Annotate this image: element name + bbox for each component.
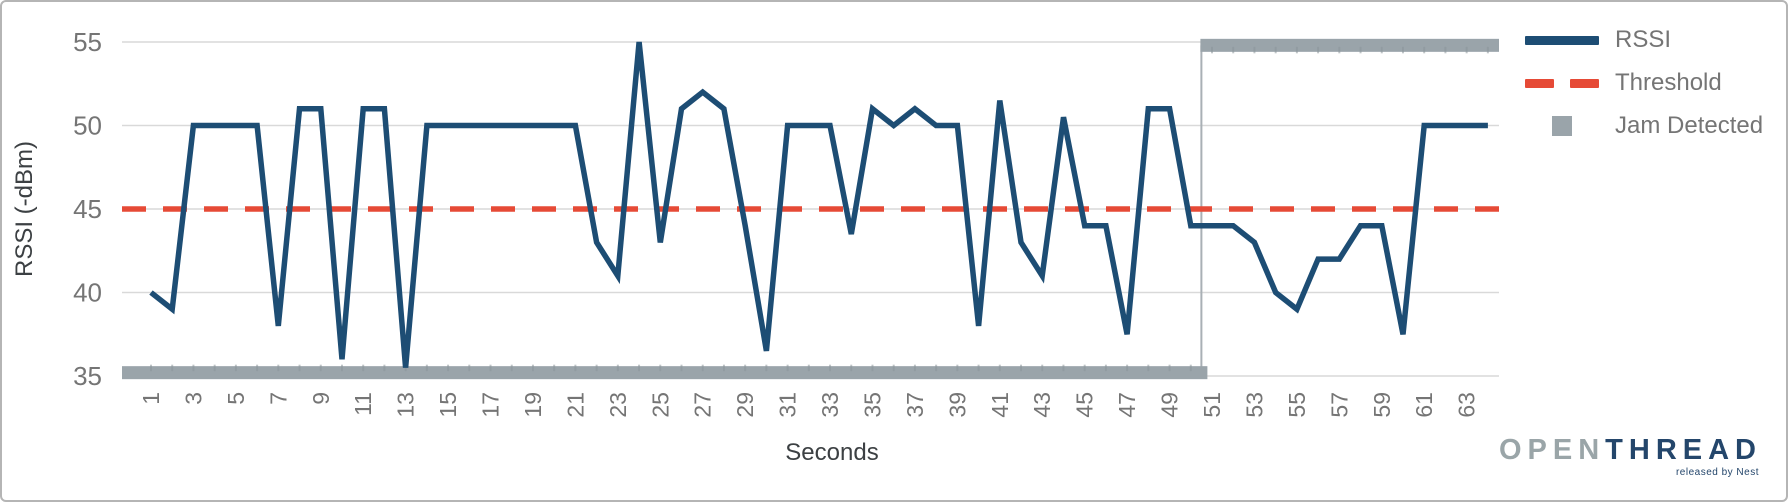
rssi-line: [149, 41, 1488, 368]
x-tick-label: 3: [180, 392, 206, 405]
legend-label-rssi: RSSI: [1615, 26, 1672, 53]
jam-bar-active: [1200, 38, 1499, 52]
x-tick-label: 41: [987, 392, 1013, 418]
x-tick-label: 21: [562, 392, 588, 418]
legend-item-threshold: Threshold: [1525, 69, 1763, 96]
x-tick-label: 27: [690, 392, 716, 418]
x-tick-label: 37: [902, 392, 928, 418]
x-tick-label: 1: [138, 392, 164, 405]
x-tick-label: 25: [647, 392, 673, 418]
x-tick-label: 35: [859, 392, 885, 418]
x-tick-label: 11: [350, 392, 376, 416]
logo-open-text: OPEN: [1498, 434, 1606, 466]
x-tick-label: 55: [1284, 392, 1310, 418]
x-tick-label: 47: [1114, 392, 1140, 418]
y-tick-label: 50: [73, 111, 102, 141]
x-tick-label: 43: [1029, 392, 1055, 418]
logo-tagline: released by Nest: [1675, 467, 1759, 478]
x-tick-label: 53: [1241, 392, 1267, 418]
threshold-dash-swatch: [1525, 78, 1599, 88]
x-tick-label: 63: [1454, 392, 1480, 418]
x-tick-label: 19: [520, 392, 546, 418]
y-tick-label: 40: [73, 278, 102, 308]
y-tick-label: 55: [73, 27, 102, 57]
openthread-wordmark: OPENTHREAD: [1499, 436, 1762, 465]
x-tick-label: 61: [1411, 392, 1437, 418]
jam-bar-inactive: [122, 366, 1208, 380]
legend-label-threshold: Threshold: [1615, 69, 1722, 96]
x-tick-label: 5: [223, 392, 249, 405]
logo-thread-text: THREAD: [1605, 434, 1762, 466]
x-tick-label: 59: [1369, 392, 1395, 418]
x-axis-title: Seconds: [785, 439, 878, 466]
x-tick-label: 33: [817, 392, 843, 418]
y-tick-label: 45: [73, 194, 102, 224]
x-tick-label: 51: [1199, 392, 1225, 418]
x-tick-label: 31: [775, 392, 801, 418]
jam-square-swatch: [1525, 116, 1599, 136]
x-tick-label: 45: [1072, 392, 1098, 418]
x-tick-label: 13: [393, 392, 419, 418]
x-tick-label: 9: [308, 392, 334, 405]
x-tick-label: 39: [944, 392, 970, 418]
x-tick-label: 57: [1326, 392, 1352, 418]
y-axis-title: RSSI (-dBm): [11, 141, 38, 277]
x-tick-label: 15: [435, 392, 461, 418]
y-tick-label: 35: [73, 361, 102, 391]
openthread-logo: OPENTHREAD released by Nest: [1499, 436, 1762, 479]
x-tick-label: 7: [265, 392, 291, 405]
legend-label-jam: Jam Detected: [1615, 112, 1764, 139]
chart-legend: RSSI Threshold Jam Detected: [1525, 26, 1764, 139]
x-tick-label: 23: [605, 392, 631, 418]
rssi-line-swatch: [1525, 35, 1599, 45]
x-tick-label: 49: [1157, 392, 1183, 418]
x-tick-label: 29: [732, 392, 758, 418]
legend-item-jam: Jam Detected: [1525, 112, 1764, 139]
x-tick-label: 17: [478, 392, 504, 418]
legend-item-rssi: RSSI: [1525, 26, 1763, 53]
